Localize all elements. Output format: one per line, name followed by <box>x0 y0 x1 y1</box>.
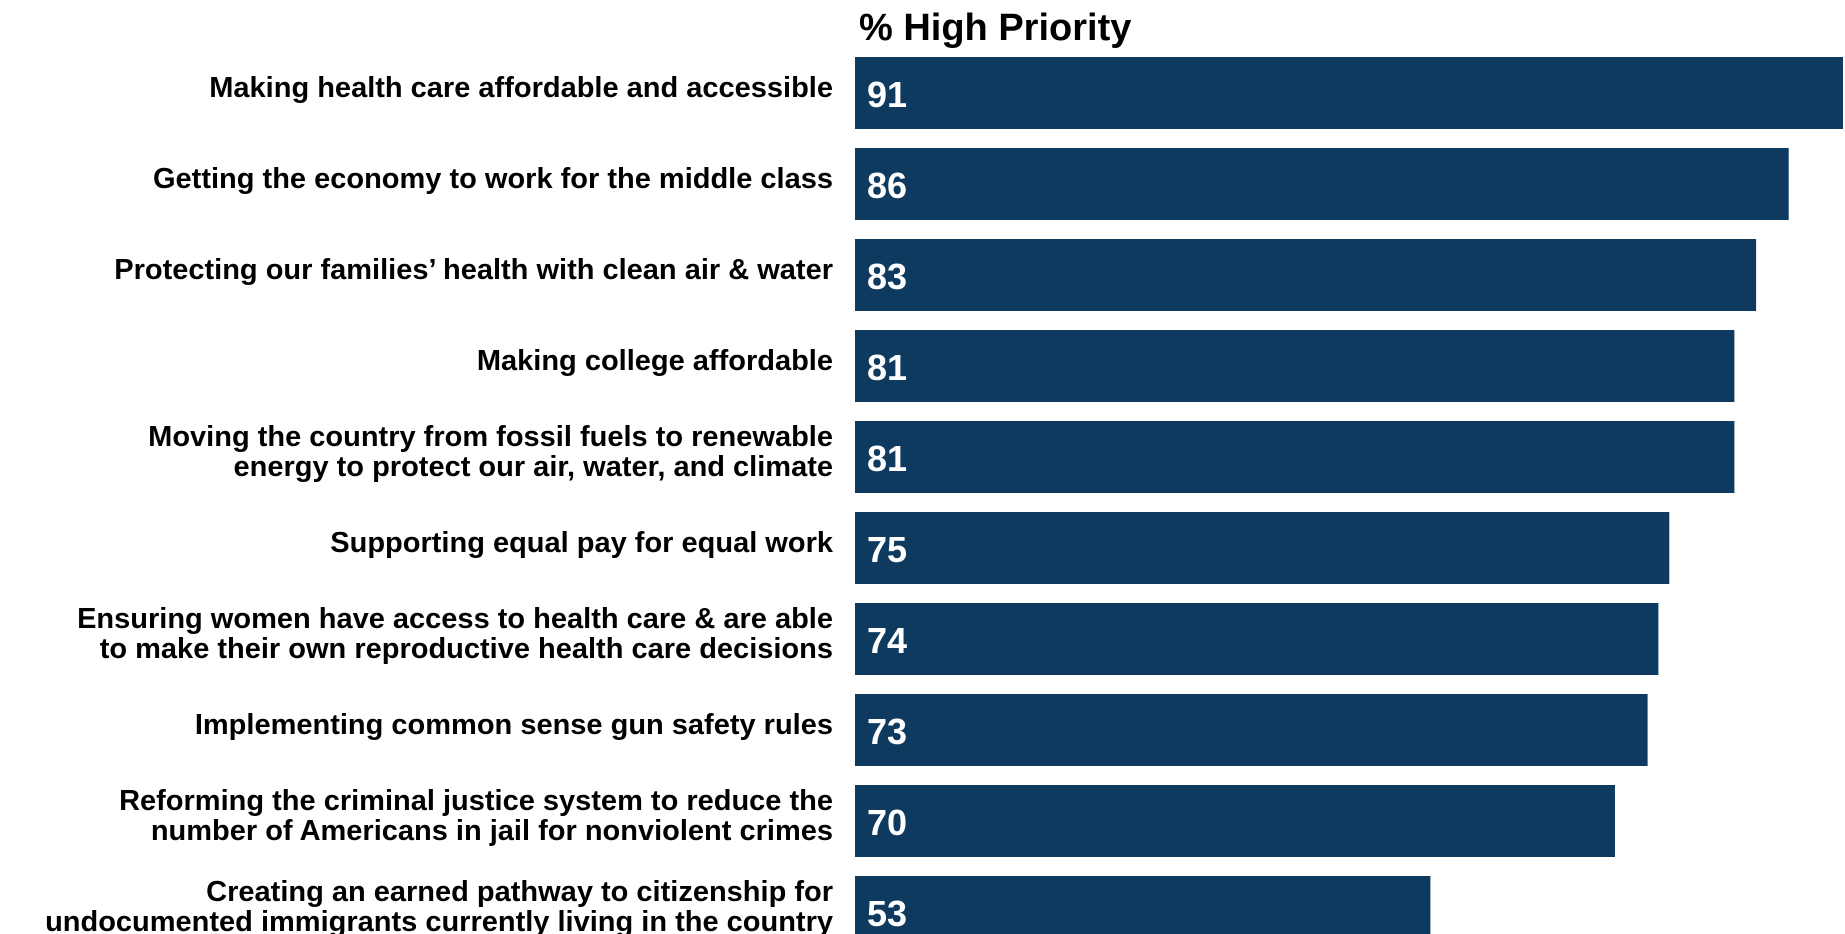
category-label: Getting the economy to work for the midd… <box>153 163 833 195</box>
bar-value-label: 53 <box>867 893 907 934</box>
category-label: energy to protect our air, water, and cl… <box>233 451 833 483</box>
category-label: number of Americans in jail for nonviole… <box>151 815 833 847</box>
bar <box>855 876 1431 934</box>
bar <box>855 785 1615 857</box>
bar-value-label: 91 <box>867 74 907 115</box>
category-label: Making college affordable <box>477 345 833 377</box>
category-label: undocumented immigrants currently living… <box>45 906 833 934</box>
bar-value-label: 86 <box>867 165 907 206</box>
bar <box>855 421 1735 493</box>
bar-value-label: 74 <box>867 620 907 661</box>
bar-value-label: 75 <box>867 529 907 570</box>
bar <box>855 512 1670 584</box>
bars-layer <box>855 57 1843 934</box>
category-label: Protecting our families’ health with cle… <box>114 254 833 286</box>
bar-value-label: 81 <box>867 347 907 388</box>
bar-value-label: 83 <box>867 256 907 297</box>
bar <box>855 57 1843 129</box>
category-label: Moving the country from fossil fuels to … <box>148 421 833 453</box>
category-label: Making health care affordable and access… <box>209 72 833 104</box>
bar-value-label: 70 <box>867 802 907 843</box>
bar-value-label: 81 <box>867 438 907 479</box>
bar <box>855 694 1648 766</box>
category-label: Supporting equal pay for equal work <box>330 527 834 559</box>
chart-header: % High Priority <box>859 7 1131 49</box>
category-label: Ensuring women have access to health car… <box>77 603 833 635</box>
bar <box>855 603 1659 675</box>
category-label: Implementing common sense gun safety rul… <box>195 709 833 741</box>
bar <box>855 239 1757 311</box>
category-label: Reforming the criminal justice system to… <box>119 785 833 817</box>
bar <box>855 148 1789 220</box>
bar-value-label: 73 <box>867 711 907 752</box>
category-label: Creating an earned pathway to citizenshi… <box>206 876 833 908</box>
value-labels-layer: 91 86 83 81 81 75 74 73 70 53 <box>867 74 907 934</box>
bar <box>855 330 1735 402</box>
category-label: to make their own reproductive health ca… <box>100 633 833 665</box>
category-labels-layer: Making health care affordable and access… <box>45 72 834 934</box>
